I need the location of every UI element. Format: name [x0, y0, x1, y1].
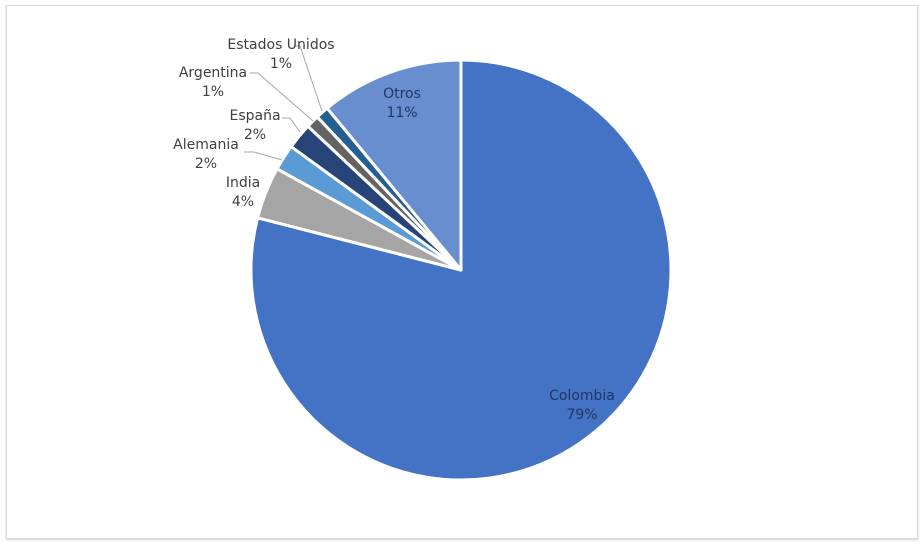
- pie-slice-otros: [325, 58, 463, 272]
- leader-lines: [244, 45, 323, 161]
- label-espana-pct: 2%: [244, 127, 266, 143]
- label-colombia-name: Colombia: [549, 388, 615, 404]
- label-eeuu-pct: 1%: [270, 56, 292, 72]
- label-otros-name: Otros: [383, 86, 421, 102]
- label-alemania-name: Alemania: [173, 137, 239, 153]
- label-alemania-pct: 2%: [195, 156, 217, 172]
- label-colombia-pct: 79%: [566, 407, 597, 423]
- label-india-pct: 4%: [232, 194, 254, 210]
- label-eeuu-name: Estados Unidos: [227, 37, 334, 53]
- label-argentina-pct: 1%: [202, 84, 224, 100]
- label-otros-pct: 11%: [386, 105, 417, 121]
- label-india-name: India: [226, 175, 260, 191]
- label-espana-name: España: [229, 108, 280, 124]
- label-argentina-name: Argentina: [179, 65, 247, 81]
